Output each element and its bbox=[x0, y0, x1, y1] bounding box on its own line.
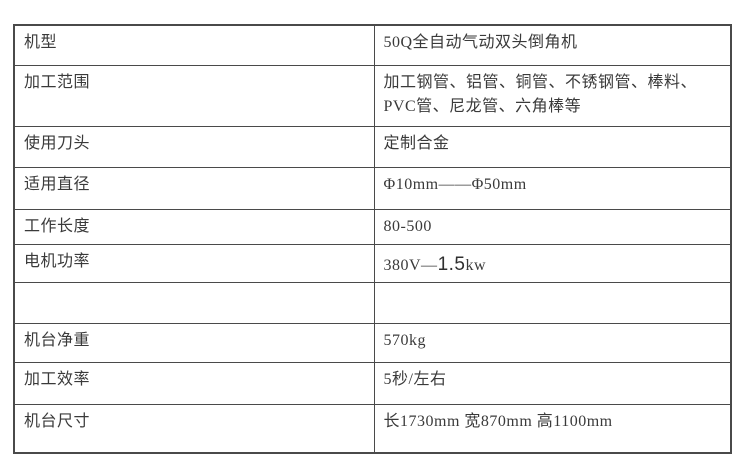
spec-label-cell: 使用刀头 bbox=[13, 125, 375, 168]
spec-value-cell: 570kg bbox=[373, 322, 732, 363]
spec-label: 工作长度 bbox=[24, 217, 91, 235]
spec-label: 机型 bbox=[24, 34, 58, 51]
spec-value-cell: Φ10mm——Φ50mm bbox=[373, 166, 732, 210]
spec-value-cell: 50Q全自动气动双头倒角机 bbox=[373, 24, 732, 66]
table-row: 使用刀头 定制合金 bbox=[13, 125, 732, 168]
spec-label-cell: 机型 bbox=[13, 24, 375, 66]
spec-value-cell: 加工钢管、铝管、铜管、不锈钢管、棒料、PVC管、尼龙管、六角棒等 bbox=[373, 64, 732, 127]
spec-value-cell: 5秒/左右 bbox=[373, 361, 732, 405]
spec-value: Φ10mm——Φ50mm bbox=[383, 175, 527, 193]
spec-value-cell: 定制合金 bbox=[373, 125, 732, 168]
spec-value: 570kg bbox=[383, 331, 426, 349]
table-row: 机台净重 570kg bbox=[13, 322, 732, 363]
table-row: 适用直径 Φ10mm——Φ50mm bbox=[13, 166, 732, 210]
spec-value-cell bbox=[373, 281, 732, 324]
spec-label-cell: 机台尺寸 bbox=[13, 403, 375, 454]
spec-value: 50Q全自动气动双头倒角机 bbox=[383, 34, 578, 51]
spec-label: 机台尺寸 bbox=[24, 412, 91, 430]
spec-label-cell: 加工效率 bbox=[13, 361, 375, 405]
spec-label: 适用直径 bbox=[24, 175, 91, 193]
spec-value-emphasis: 1.5 bbox=[437, 253, 466, 275]
spec-label-cell: 加工范围 bbox=[13, 64, 375, 127]
table-row: 加工效率 5秒/左右 bbox=[13, 361, 732, 405]
spec-value-cell: 80-500 bbox=[373, 208, 732, 245]
spec-label-cell: 机台净重 bbox=[13, 322, 375, 363]
spec-table: 机型 50Q全自动气动双头倒角机 加工范围 加工钢管、铝管、铜管、不锈钢管、棒料… bbox=[13, 24, 732, 454]
spec-label-cell: 工作长度 bbox=[13, 208, 375, 245]
spec-label: 加工效率 bbox=[24, 370, 91, 388]
spec-label-cell: 适用直径 bbox=[13, 166, 375, 210]
spec-label: 加工范围 bbox=[24, 73, 91, 91]
spec-value-prefix: 380V— bbox=[383, 256, 438, 274]
table-row: 加工范围 加工钢管、铝管、铜管、不锈钢管、棒料、PVC管、尼龙管、六角棒等 bbox=[13, 64, 732, 127]
table-row: 工作长度 80-500 bbox=[13, 208, 732, 245]
table-row: 机型 50Q全自动气动双头倒角机 bbox=[13, 24, 732, 66]
table-row-empty bbox=[13, 281, 732, 324]
spec-value: 80-500 bbox=[383, 217, 432, 235]
spec-value: 380V—1.5kw bbox=[383, 253, 487, 275]
spec-value-cell: 长1730mm 宽870mm 高1100mm bbox=[373, 403, 732, 454]
spec-value-cell: 380V—1.5kw bbox=[373, 243, 732, 283]
table-row: 电机功率 380V—1.5kw bbox=[13, 243, 732, 283]
spec-label: 使用刀头 bbox=[24, 134, 91, 152]
spec-value: 定制合金 bbox=[383, 134, 450, 152]
spec-label-cell: 电机功率 bbox=[13, 243, 375, 283]
spec-value: 长1730mm 宽870mm 高1100mm bbox=[383, 412, 613, 430]
spec-label: 机台净重 bbox=[24, 331, 91, 349]
table-row: 机台尺寸 长1730mm 宽870mm 高1100mm bbox=[13, 403, 732, 454]
spec-value: 5秒/左右 bbox=[383, 370, 447, 388]
spec-value: 加工钢管、铝管、铜管、不锈钢管、棒料、PVC管、尼龙管、六角棒等 bbox=[383, 73, 698, 116]
spec-value-suffix: kw bbox=[465, 256, 487, 274]
spec-label: 电机功率 bbox=[24, 252, 91, 270]
spec-label-cell bbox=[13, 281, 375, 324]
